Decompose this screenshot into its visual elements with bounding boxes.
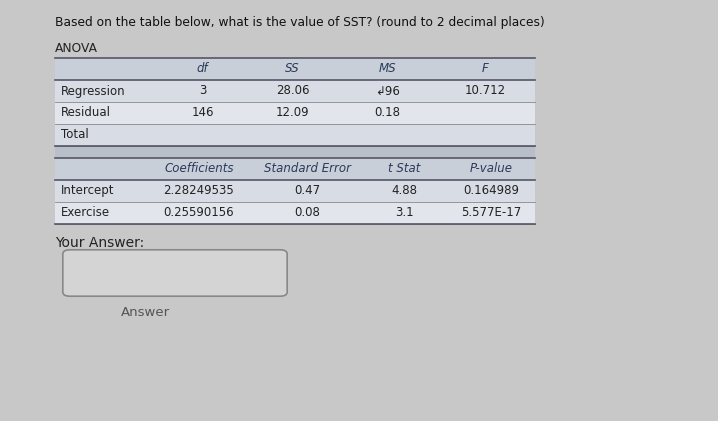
FancyBboxPatch shape: [55, 58, 535, 80]
Text: 12.09: 12.09: [276, 107, 309, 120]
FancyBboxPatch shape: [55, 102, 535, 124]
Text: 146: 146: [191, 107, 214, 120]
FancyBboxPatch shape: [55, 158, 535, 180]
Text: Regression: Regression: [61, 85, 126, 98]
FancyBboxPatch shape: [62, 250, 287, 296]
Text: 0.25590156: 0.25590156: [164, 206, 234, 219]
Text: 3.1: 3.1: [395, 206, 414, 219]
Text: Your Answer:: Your Answer:: [55, 236, 144, 250]
Text: 3: 3: [199, 85, 206, 98]
Text: Answer: Answer: [121, 306, 169, 319]
Text: ANOVA: ANOVA: [55, 42, 98, 55]
Text: 0.08: 0.08: [294, 206, 320, 219]
Text: Coefficients: Coefficients: [164, 163, 234, 176]
Text: Residual: Residual: [61, 107, 111, 120]
Text: SS: SS: [285, 62, 300, 75]
Text: F: F: [482, 62, 488, 75]
Text: t Stat: t Stat: [388, 163, 421, 176]
Text: Standard Error: Standard Error: [264, 163, 350, 176]
FancyBboxPatch shape: [55, 124, 535, 146]
Text: MS: MS: [378, 62, 396, 75]
Text: df: df: [197, 62, 208, 75]
Text: 28.06: 28.06: [276, 85, 309, 98]
FancyBboxPatch shape: [55, 180, 535, 202]
Text: Total: Total: [61, 128, 89, 141]
Text: 0.164989: 0.164989: [464, 184, 520, 197]
Text: 0.18: 0.18: [375, 107, 401, 120]
Text: Based on the table below, what is the value of SST? (round to 2 decimal places): Based on the table below, what is the va…: [55, 16, 545, 29]
Text: 0.47: 0.47: [294, 184, 320, 197]
Text: 10.712: 10.712: [465, 85, 505, 98]
Text: Exercise: Exercise: [61, 206, 110, 219]
Text: 5.577E-17: 5.577E-17: [462, 206, 521, 219]
FancyBboxPatch shape: [55, 202, 535, 224]
Text: ↲96: ↲96: [375, 85, 400, 98]
FancyBboxPatch shape: [55, 146, 535, 158]
Text: 4.88: 4.88: [391, 184, 417, 197]
Text: Intercept: Intercept: [61, 184, 114, 197]
Text: P-value: P-value: [470, 163, 513, 176]
FancyBboxPatch shape: [55, 80, 535, 102]
Text: 2.28249535: 2.28249535: [164, 184, 234, 197]
